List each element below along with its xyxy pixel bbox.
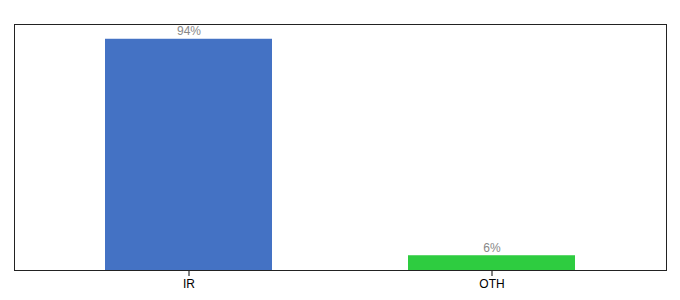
svg-text:6%: 6% bbox=[483, 241, 501, 255]
svg-text:IR: IR bbox=[183, 277, 195, 291]
svg-text:OTH: OTH bbox=[479, 277, 504, 291]
svg-text:94%: 94% bbox=[177, 24, 201, 38]
